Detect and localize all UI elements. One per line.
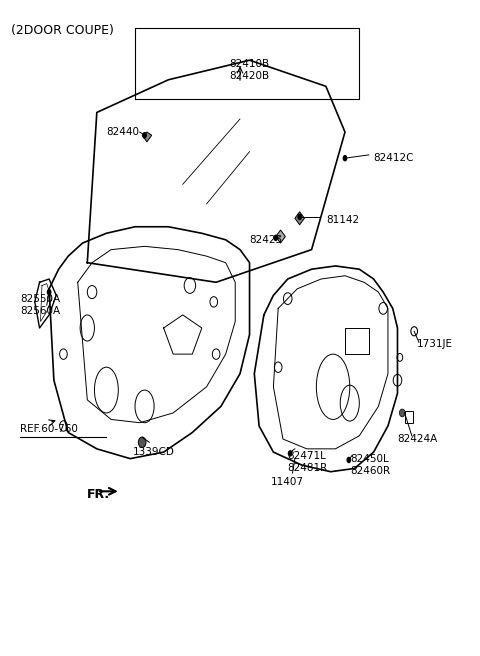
Text: 1339CD: 1339CD [133,447,175,457]
Circle shape [47,289,51,295]
Circle shape [142,132,147,138]
Text: 81142: 81142 [326,215,359,225]
Bar [405,411,413,422]
Text: 82440: 82440 [107,127,139,137]
Text: 82412C: 82412C [373,153,414,163]
Circle shape [343,155,348,161]
Text: 82550A
82560A: 82550A 82560A [21,295,60,316]
Circle shape [297,214,302,220]
Polygon shape [295,212,304,225]
Circle shape [288,450,292,457]
Text: 82471L
82481R: 82471L 82481R [288,451,328,473]
Text: REF.60-760: REF.60-760 [21,424,78,434]
Circle shape [347,457,351,463]
Text: 11407: 11407 [271,476,304,487]
Text: 82450L
82460R: 82450L 82460R [350,455,390,476]
Text: FR.: FR. [87,488,110,501]
Polygon shape [142,132,152,142]
Text: 82424A: 82424A [397,434,438,444]
Circle shape [274,235,278,241]
Text: 1731JE: 1731JE [417,339,453,350]
Circle shape [399,409,405,417]
Text: (2DOOR COUPE): (2DOOR COUPE) [11,24,114,37]
Text: 82425: 82425 [250,235,283,245]
Polygon shape [276,230,285,243]
Circle shape [138,437,146,447]
Text: 82410B
82420B: 82410B 82420B [229,59,270,81]
